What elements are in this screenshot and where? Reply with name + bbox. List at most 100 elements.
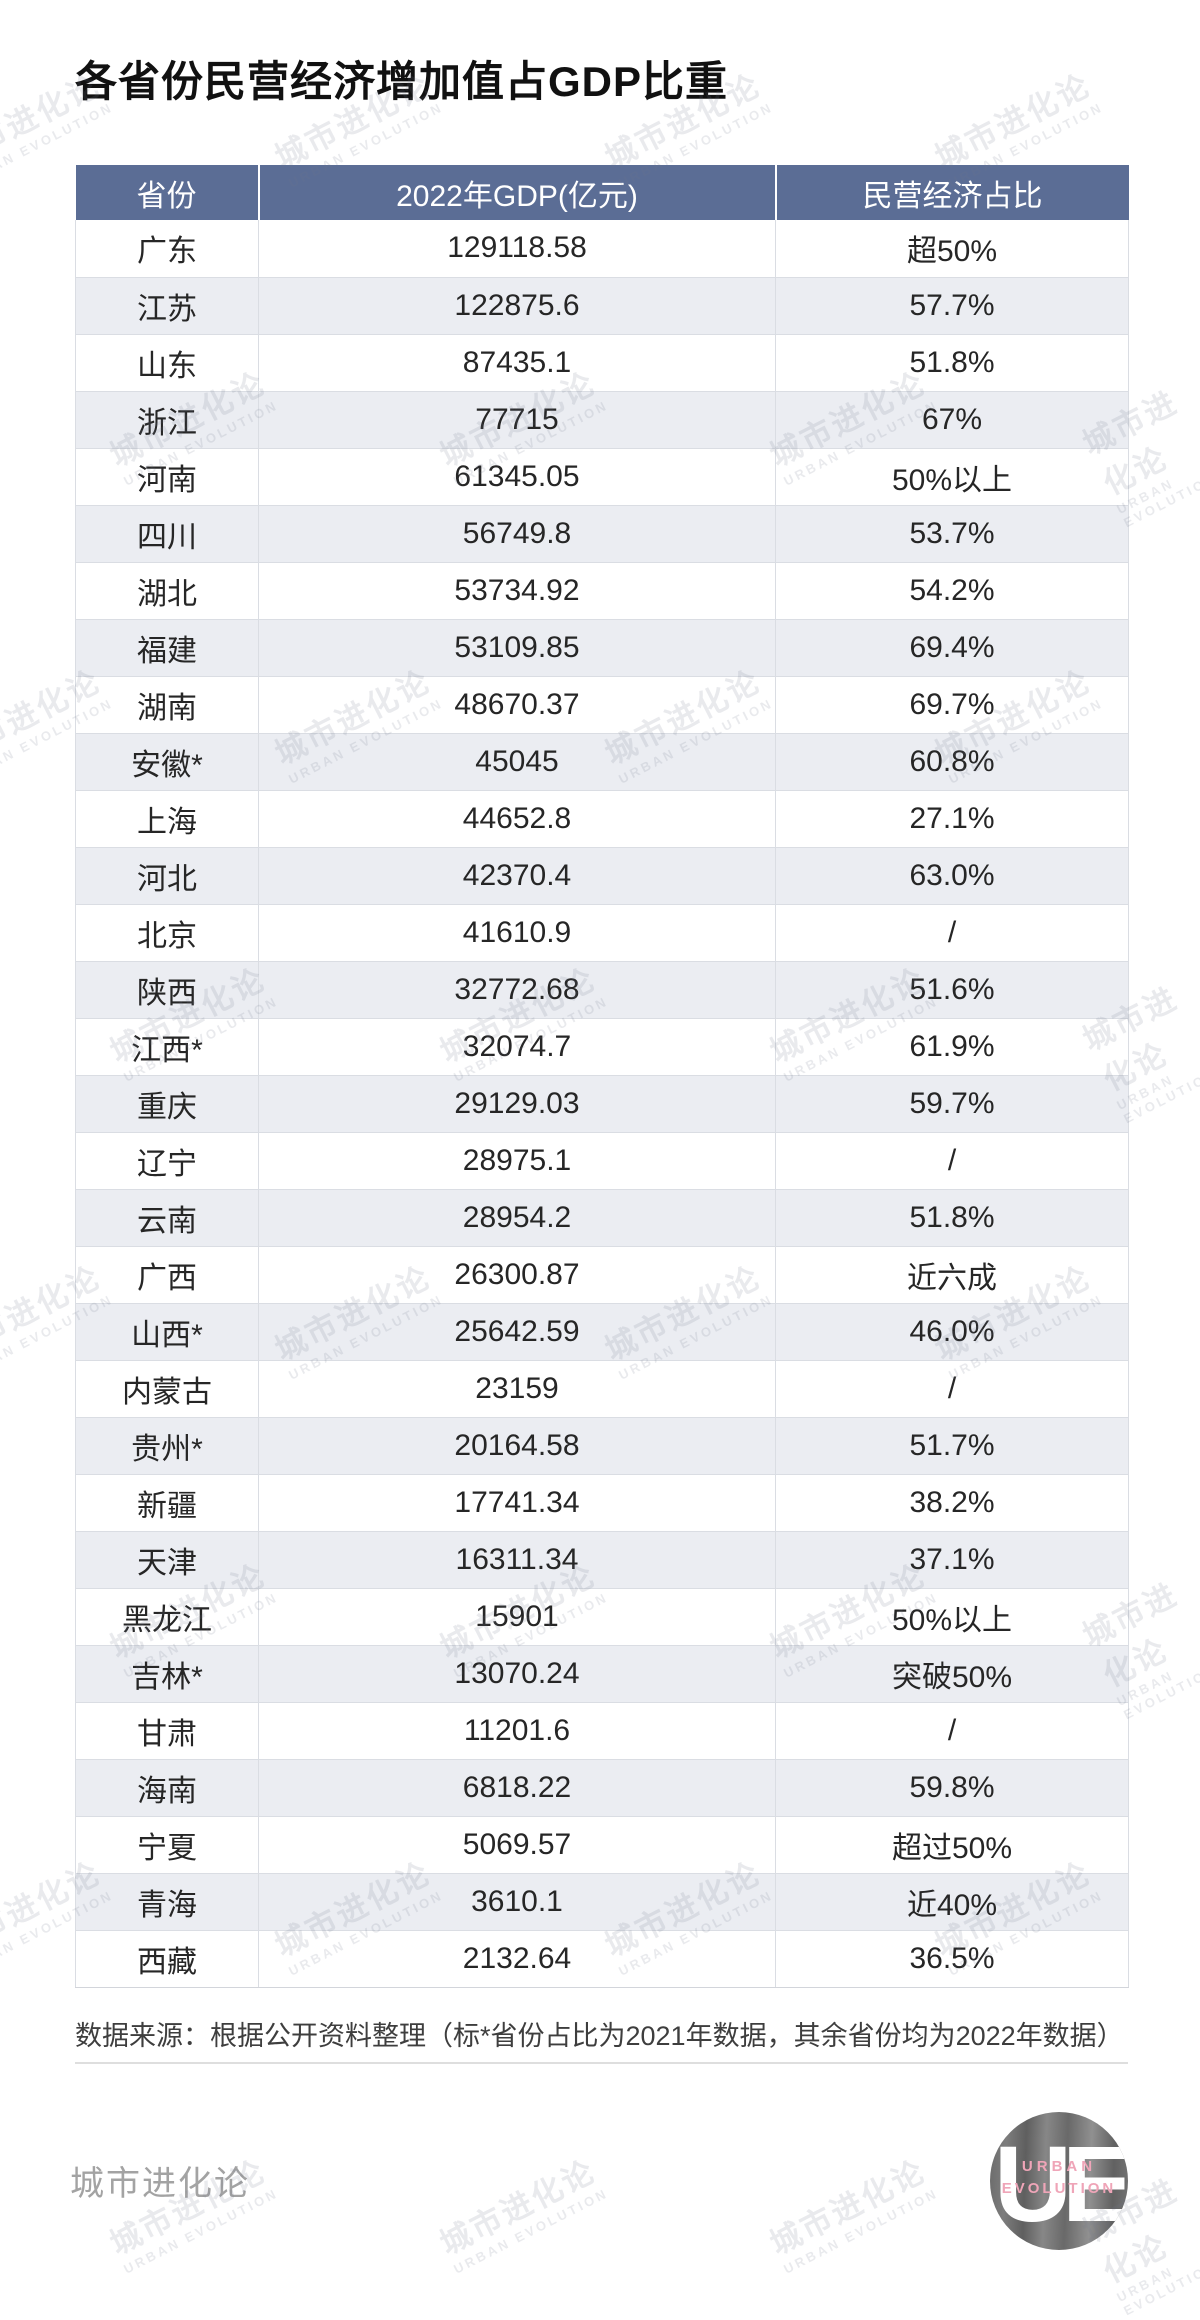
table-row: 四川 56749.8 53.7% (75, 505, 1129, 563)
table-row: 山西* 25642.59 46.0% (75, 1303, 1129, 1361)
gdp-cell: 28975.1 (258, 1132, 776, 1190)
province-cell: 陕西 (75, 961, 259, 1019)
gdp-cell: 32074.7 (258, 1018, 776, 1076)
share-cell: 36.5% (775, 1930, 1129, 1988)
gdp-cell: 41610.9 (258, 904, 776, 962)
data-source-note: 数据来源：根据公开资料整理（标*省份占比为2021年数据，其余省份均为2022年… (75, 2021, 1124, 2051)
table-row: 天津 16311.34 37.1% (75, 1531, 1129, 1589)
table-row: 西藏 2132.64 36.5% (75, 1930, 1129, 1988)
header-gdp: 2022年GDP(亿元) (258, 165, 777, 220)
share-cell: 38.2% (775, 1474, 1129, 1532)
share-cell: 51.7% (775, 1417, 1129, 1475)
gdp-cell: 17741.34 (258, 1474, 776, 1532)
gdp-cell: 87435.1 (258, 334, 776, 392)
logo-word-evolution: EVOLUTION (1001, 2179, 1117, 2197)
table-row: 河南 61345.05 50%以上 (75, 448, 1129, 506)
province-cell: 四川 (75, 505, 259, 563)
table-row: 云南 28954.2 51.8% (75, 1189, 1129, 1247)
gdp-cell: 3610.1 (258, 1873, 776, 1931)
table-row: 广西 26300.87 近六成 (75, 1246, 1129, 1304)
share-cell: 51.8% (775, 1189, 1129, 1247)
header-share: 民营经济占比 (775, 165, 1129, 220)
province-cell: 天津 (75, 1531, 259, 1589)
table-body: 广东 129118.58 超50% 江苏 122875.6 57.7% 山东 87435.1 5… (75, 220, 1129, 1988)
province-cell: 甘肃 (75, 1702, 259, 1760)
province-cell: 青海 (75, 1873, 259, 1931)
province-cell: 山西* (75, 1303, 259, 1361)
table-row: 宁夏 5069.57 超过50% (75, 1816, 1129, 1874)
province-cell: 云南 (75, 1189, 259, 1247)
share-cell: 超过50% (775, 1816, 1129, 1874)
gdp-cell: 2132.64 (258, 1930, 776, 1988)
table-row: 吉林* 13070.24 突破50% (75, 1645, 1129, 1703)
province-cell: 重庆 (75, 1075, 259, 1133)
gdp-cell: 13070.24 (258, 1645, 776, 1703)
table-row: 重庆 29129.03 59.7% (75, 1075, 1129, 1133)
table-row: 福建 53109.85 69.4% (75, 619, 1129, 677)
share-cell: 67% (775, 391, 1129, 449)
gdp-cell: 15901 (258, 1588, 776, 1646)
province-cell: 福建 (75, 619, 259, 677)
footer-divider (75, 2062, 1128, 2064)
share-cell: 69.7% (775, 676, 1129, 734)
gdp-cell: 20164.58 (258, 1417, 776, 1475)
header-province: 省份 (75, 165, 260, 220)
share-cell: 超50% (775, 220, 1129, 278)
province-cell: 广东 (75, 220, 259, 278)
gdp-cell: 5069.57 (258, 1816, 776, 1874)
data-table-container: 省份 2022年GDP(亿元) 民营经济占比 广东 129118.58 超50% 江苏… (75, 165, 1129, 1988)
share-cell: 近六成 (775, 1246, 1129, 1304)
share-cell: 59.7% (775, 1075, 1129, 1133)
gdp-cell: 29129.03 (258, 1075, 776, 1133)
table-row: 湖南 48670.37 69.7% (75, 676, 1129, 734)
province-cell: 辽宁 (75, 1132, 259, 1190)
share-cell: 37.1% (775, 1531, 1129, 1589)
share-cell: 61.9% (775, 1018, 1129, 1076)
table-row: 山东 87435.1 51.8% (75, 334, 1129, 392)
share-cell: 63.0% (775, 847, 1129, 905)
table-row: 海南 6818.22 59.8% (75, 1759, 1129, 1817)
province-cell: 上海 (75, 790, 259, 848)
logo-word-urban: URBAN (1021, 2157, 1097, 2175)
urban-evolution-logo-icon: UE URBAN EVOLUTION (990, 2112, 1128, 2250)
gdp-cell: 16311.34 (258, 1531, 776, 1589)
gdp-cell: 48670.37 (258, 676, 776, 734)
table-row: 广东 129118.58 超50% (75, 220, 1129, 278)
province-cell: 贵州* (75, 1417, 259, 1475)
share-cell: 60.8% (775, 733, 1129, 791)
gdp-cell: 129118.58 (258, 220, 776, 278)
province-cell: 海南 (75, 1759, 259, 1817)
logo-monogram: UE (993, 2123, 1128, 2245)
table-row: 江苏 122875.6 57.7% (75, 277, 1129, 335)
gdp-cell: 61345.05 (258, 448, 776, 506)
share-cell: 59.8% (775, 1759, 1129, 1817)
gdp-cell: 45045 (258, 733, 776, 791)
table-row: 江西* 32074.7 61.9% (75, 1018, 1129, 1076)
share-cell: 51.8% (775, 334, 1129, 392)
gdp-share-table: 省份 2022年GDP(亿元) 民营经济占比 广东 129118.58 超50% 江苏… (75, 165, 1129, 1988)
province-cell: 湖南 (75, 676, 259, 734)
province-cell: 河北 (75, 847, 259, 905)
share-cell: / (775, 1360, 1129, 1418)
province-cell: 江西* (75, 1018, 259, 1076)
share-cell: 50%以上 (775, 1588, 1129, 1646)
share-cell: 69.4% (775, 619, 1129, 677)
share-cell: / (775, 1702, 1129, 1760)
province-cell: 湖北 (75, 562, 259, 620)
share-cell: 突破50% (775, 1645, 1129, 1703)
table-row: 贵州* 20164.58 51.7% (75, 1417, 1129, 1475)
province-cell: 宁夏 (75, 1816, 259, 1874)
table-row: 青海 3610.1 近40% (75, 1873, 1129, 1931)
gdp-cell: 23159 (258, 1360, 776, 1418)
province-cell: 河南 (75, 448, 259, 506)
gdp-cell: 6818.22 (258, 1759, 776, 1817)
table-row: 辽宁 28975.1/ (75, 1132, 1129, 1190)
gdp-cell: 28954.2 (258, 1189, 776, 1247)
table-row: 甘肃 11201.6/ (75, 1702, 1129, 1760)
gdp-cell: 56749.8 (258, 505, 776, 563)
province-cell: 吉林* (75, 1645, 259, 1703)
gdp-cell: 122875.6 (258, 277, 776, 335)
share-cell: 50%以上 (775, 448, 1129, 506)
table-row: 北京 41610.9/ (75, 904, 1129, 962)
